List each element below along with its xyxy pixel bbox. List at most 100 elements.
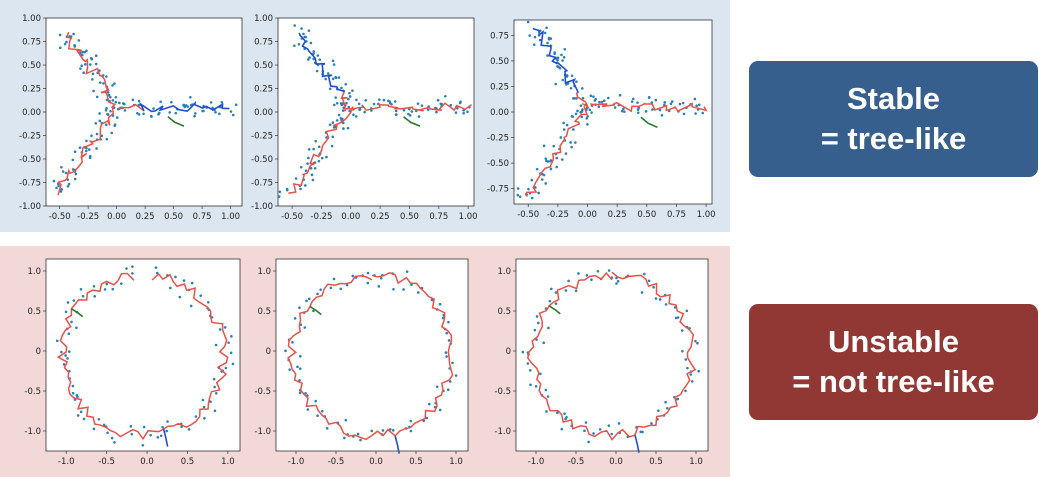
data-point [584,421,588,424]
y-tick-label: 0 [266,347,271,357]
data-point [67,350,71,353]
y-tick-label: 1.0 [257,267,271,277]
plot-frame [277,17,475,207]
data-point [560,53,563,57]
data-point [334,96,337,99]
x-tick-label: 1.00 [697,210,716,220]
data-point [348,91,351,95]
data-point [320,409,324,413]
y-tick-label: -0.25 [251,132,273,142]
data-point [348,95,352,98]
data-point [617,422,621,425]
y-tick-label: 1.00 [254,14,273,24]
data-point [312,147,315,151]
data-point [298,379,301,382]
data-point [518,195,522,199]
data-point [597,105,601,109]
data-point [681,101,685,105]
data-point [218,328,222,331]
data-point [112,106,116,110]
data-point [636,101,639,104]
data-point [590,111,593,114]
data-point [212,377,216,381]
data-point [446,388,450,392]
data-point [409,419,413,423]
data-point [230,335,233,338]
data-point [328,123,332,127]
data-point [94,54,98,58]
data-point [390,102,393,106]
data-point [298,391,302,395]
data-point [650,422,653,425]
x-tick-label: -0.50 [281,212,303,222]
y-tick-label: 0.75 [490,31,509,41]
data-point [91,72,95,76]
data-point [579,111,582,114]
data-point [345,101,348,105]
data-point [658,298,662,301]
data-point [681,349,684,353]
data-point [105,75,108,78]
data-point [407,112,410,116]
data-point [546,395,550,398]
stable-plot-1: -0.50 -0.25 0.00 0.25 0.50 0.75 1.00 1.00 0.75 0.… [19,14,243,222]
data-point [394,109,398,113]
data-point [542,341,546,345]
y-tick-label: -0.5 [254,387,271,397]
data-point [307,156,310,160]
data-point [701,111,704,115]
data-point [57,184,60,188]
data-point [85,146,88,150]
data-point [447,320,450,324]
y-tick-label: -0.50 [487,159,509,169]
data-point [364,98,368,102]
data-point [459,100,462,104]
x-tick-label: -1.0 [288,457,305,467]
data-point [547,36,551,40]
data-point [561,59,564,62]
data-point [166,420,169,423]
data-point [89,56,93,60]
data-point [278,190,282,194]
data-point [131,98,135,102]
data-point [391,429,395,432]
data-point [682,112,686,116]
data-point [67,332,71,335]
stable-label-line2: = tree-like [820,121,967,156]
data-point [337,76,341,79]
data-point [640,291,644,294]
data-point [218,112,221,116]
data-point [592,95,595,98]
x-tick-label: -0.5 [328,457,345,467]
y-tick-label: 0.00 [22,108,41,118]
data-point [562,56,566,59]
data-point [433,106,437,110]
data-point [454,111,458,114]
data-point [93,295,97,298]
data-point [85,49,88,53]
data-point [586,123,589,126]
data-point [686,366,689,370]
data-point [213,409,217,413]
data-point [405,270,409,273]
data-point [141,444,145,447]
data-point [234,103,238,107]
data-point [654,297,658,300]
data-point [607,269,611,272]
data-point [231,113,235,117]
tree-branch-red [56,106,114,196]
data-point [410,110,414,113]
data-point [76,414,80,417]
data-point [103,288,107,291]
data-point [95,147,98,150]
data-point [535,315,539,318]
data-point [90,134,93,138]
data-point [209,400,212,403]
data-point [80,53,84,57]
data-point [585,117,588,120]
data-point [156,435,160,439]
data-point [59,190,63,193]
data-point [52,179,56,183]
data-point [565,74,569,77]
data-point [439,102,442,106]
